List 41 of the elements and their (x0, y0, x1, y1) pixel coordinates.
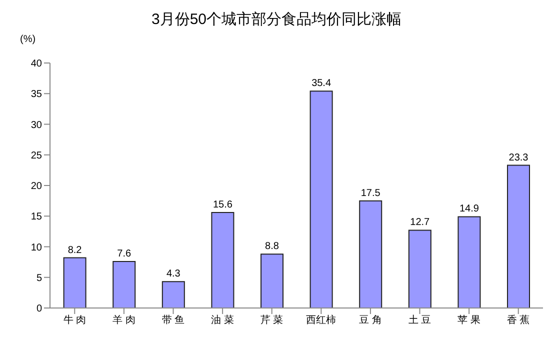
data-label: 7.6 (117, 248, 132, 260)
data-label: 23.3 (508, 152, 529, 164)
y-axis-title: (%) (20, 34, 36, 45)
bar (112, 260, 136, 308)
data-label: 12.7 (410, 217, 430, 228)
y-tick-label: 35 (30, 89, 42, 100)
x-tick-label: 香 蕉 (506, 314, 530, 326)
x-tick-label: 西红柿 (306, 314, 336, 326)
y-tick-label: 15 (30, 212, 42, 223)
y-tick-label: 25 (30, 150, 42, 162)
data-label: 8.2 (68, 244, 82, 256)
bar (408, 230, 432, 308)
y-tick-label: 5 (36, 272, 42, 284)
y-tick-label: 30 (30, 120, 42, 131)
bar (359, 200, 382, 308)
y-tick-label: 20 (30, 181, 42, 192)
data-label: 15.6 (212, 199, 233, 210)
data-label: 17.5 (360, 188, 381, 199)
x-tick-label: 牛 肉 (63, 314, 86, 326)
x-tick-label: 油 菜 (211, 314, 234, 326)
data-label: 35.4 (312, 78, 332, 90)
bar (162, 281, 185, 308)
x-tick-label: 苹 果 (458, 314, 480, 326)
bar (260, 254, 284, 308)
bar (211, 212, 234, 308)
x-tick-label: 豆 角 (359, 314, 382, 326)
data-label: 4.3 (166, 268, 181, 280)
bar (458, 216, 481, 308)
chart-title: 3月份50个城市部分食品均价同比涨幅 (150, 10, 403, 29)
bar (507, 164, 530, 308)
data-label: 14.9 (459, 204, 480, 215)
x-tick-label: 土 豆 (408, 314, 432, 326)
x-tick-label: 羊 肉 (112, 314, 136, 326)
x-tick-label: 带 鱼 (162, 314, 185, 326)
x-tick-label: 芹 菜 (260, 314, 284, 326)
data-label: 8.8 (265, 241, 280, 252)
y-tick-label: 0 (36, 304, 42, 315)
bar (63, 257, 86, 308)
y-tick-label: 40 (30, 58, 42, 70)
bar (310, 90, 333, 308)
y-tick-label: 10 (30, 242, 42, 254)
